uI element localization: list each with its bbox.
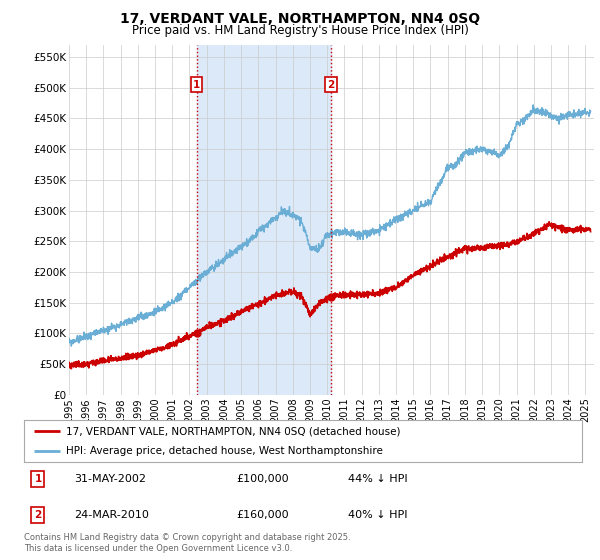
Text: 17, VERDANT VALE, NORTHAMPTON, NN4 0SQ: 17, VERDANT VALE, NORTHAMPTON, NN4 0SQ	[120, 12, 480, 26]
Bar	[197, 45, 331, 395]
Text: 2: 2	[328, 80, 335, 90]
Text: 1: 1	[193, 80, 200, 90]
Text: 17, VERDANT VALE, NORTHAMPTON, NN4 0SQ (detached house): 17, VERDANT VALE, NORTHAMPTON, NN4 0SQ (…	[66, 426, 400, 436]
Text: £100,000: £100,000	[236, 474, 289, 484]
Text: 1: 1	[34, 474, 41, 484]
Text: 24-MAR-2010: 24-MAR-2010	[74, 510, 149, 520]
Text: Price paid vs. HM Land Registry's House Price Index (HPI): Price paid vs. HM Land Registry's House …	[131, 24, 469, 36]
Text: 31-MAY-2002: 31-MAY-2002	[74, 474, 146, 484]
Text: 40% ↓ HPI: 40% ↓ HPI	[347, 510, 407, 520]
Text: 44% ↓ HPI: 44% ↓ HPI	[347, 474, 407, 484]
Text: HPI: Average price, detached house, West Northamptonshire: HPI: Average price, detached house, West…	[66, 446, 383, 456]
Text: £160,000: £160,000	[236, 510, 289, 520]
Text: 2: 2	[34, 510, 41, 520]
Text: Contains HM Land Registry data © Crown copyright and database right 2025.
This d: Contains HM Land Registry data © Crown c…	[24, 533, 350, 553]
